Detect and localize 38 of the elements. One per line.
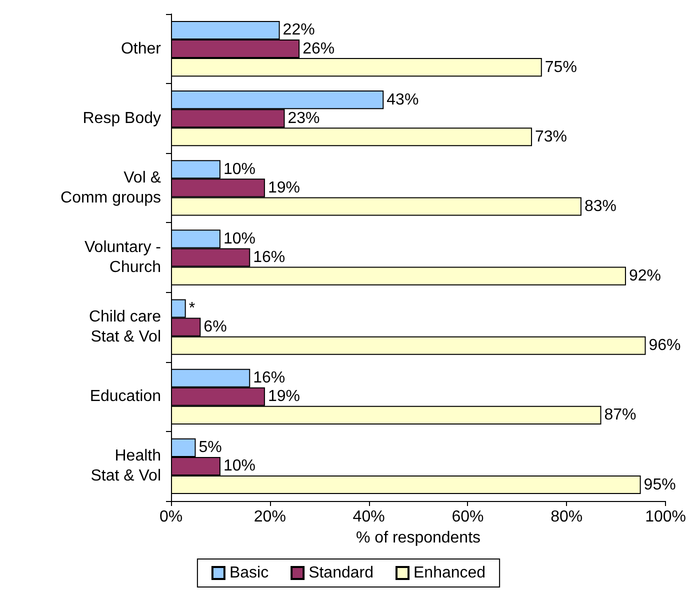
- y-tick-label: Resp Body: [82, 110, 161, 127]
- data-label: 26%: [302, 40, 335, 58]
- data-label: 43%: [386, 91, 419, 108]
- data-label: 87%: [604, 406, 636, 424]
- data-label: *: [188, 300, 196, 318]
- data-label: 23%: [288, 110, 320, 127]
- data-label: 6%: [204, 318, 227, 336]
- y-tick-label: Education: [90, 388, 161, 406]
- y-tick-label: Child care Stat & Vol: [88, 308, 162, 346]
- legend-label: Basic: [229, 564, 269, 582]
- data-label: 10%: [223, 458, 256, 475]
- data-label: 5%: [198, 439, 222, 456]
- data-label: 92%: [628, 268, 662, 285]
- data-label: 10%: [223, 230, 256, 248]
- data-label: 19%: [268, 179, 300, 196]
- x-tick-label: 20%: [254, 508, 286, 526]
- data-label: 22%: [282, 22, 315, 39]
- data-label: 75%: [544, 58, 577, 76]
- data-label: 83%: [584, 198, 616, 215]
- data-label: 16%: [253, 370, 286, 387]
- legend-label: Enhanced: [414, 564, 486, 582]
- data-label: 16%: [253, 249, 286, 266]
- data-label: 96%: [648, 337, 681, 354]
- y-tick-label: Vol & Comm groups: [60, 169, 162, 206]
- y-tick-label: Health Stat & Vol: [90, 448, 161, 485]
- y-tick-label: Other: [120, 40, 162, 58]
- data-label: 10%: [223, 160, 256, 178]
- x-axis-title: % of respondents: [356, 529, 481, 546]
- x-tick-label: 100%: [645, 508, 686, 526]
- legend-label: Standard: [308, 564, 374, 582]
- x-tick-label: 80%: [550, 508, 583, 526]
- x-tick-label: 60%: [452, 508, 484, 526]
- data-label: 95%: [644, 476, 676, 494]
- data-label: 19%: [268, 388, 300, 406]
- y-tick-label: Voluntary - Church: [84, 239, 161, 276]
- x-tick-label: 0%: [159, 508, 183, 526]
- x-tick-label: 40%: [352, 508, 385, 526]
- data-label: 73%: [535, 128, 568, 146]
